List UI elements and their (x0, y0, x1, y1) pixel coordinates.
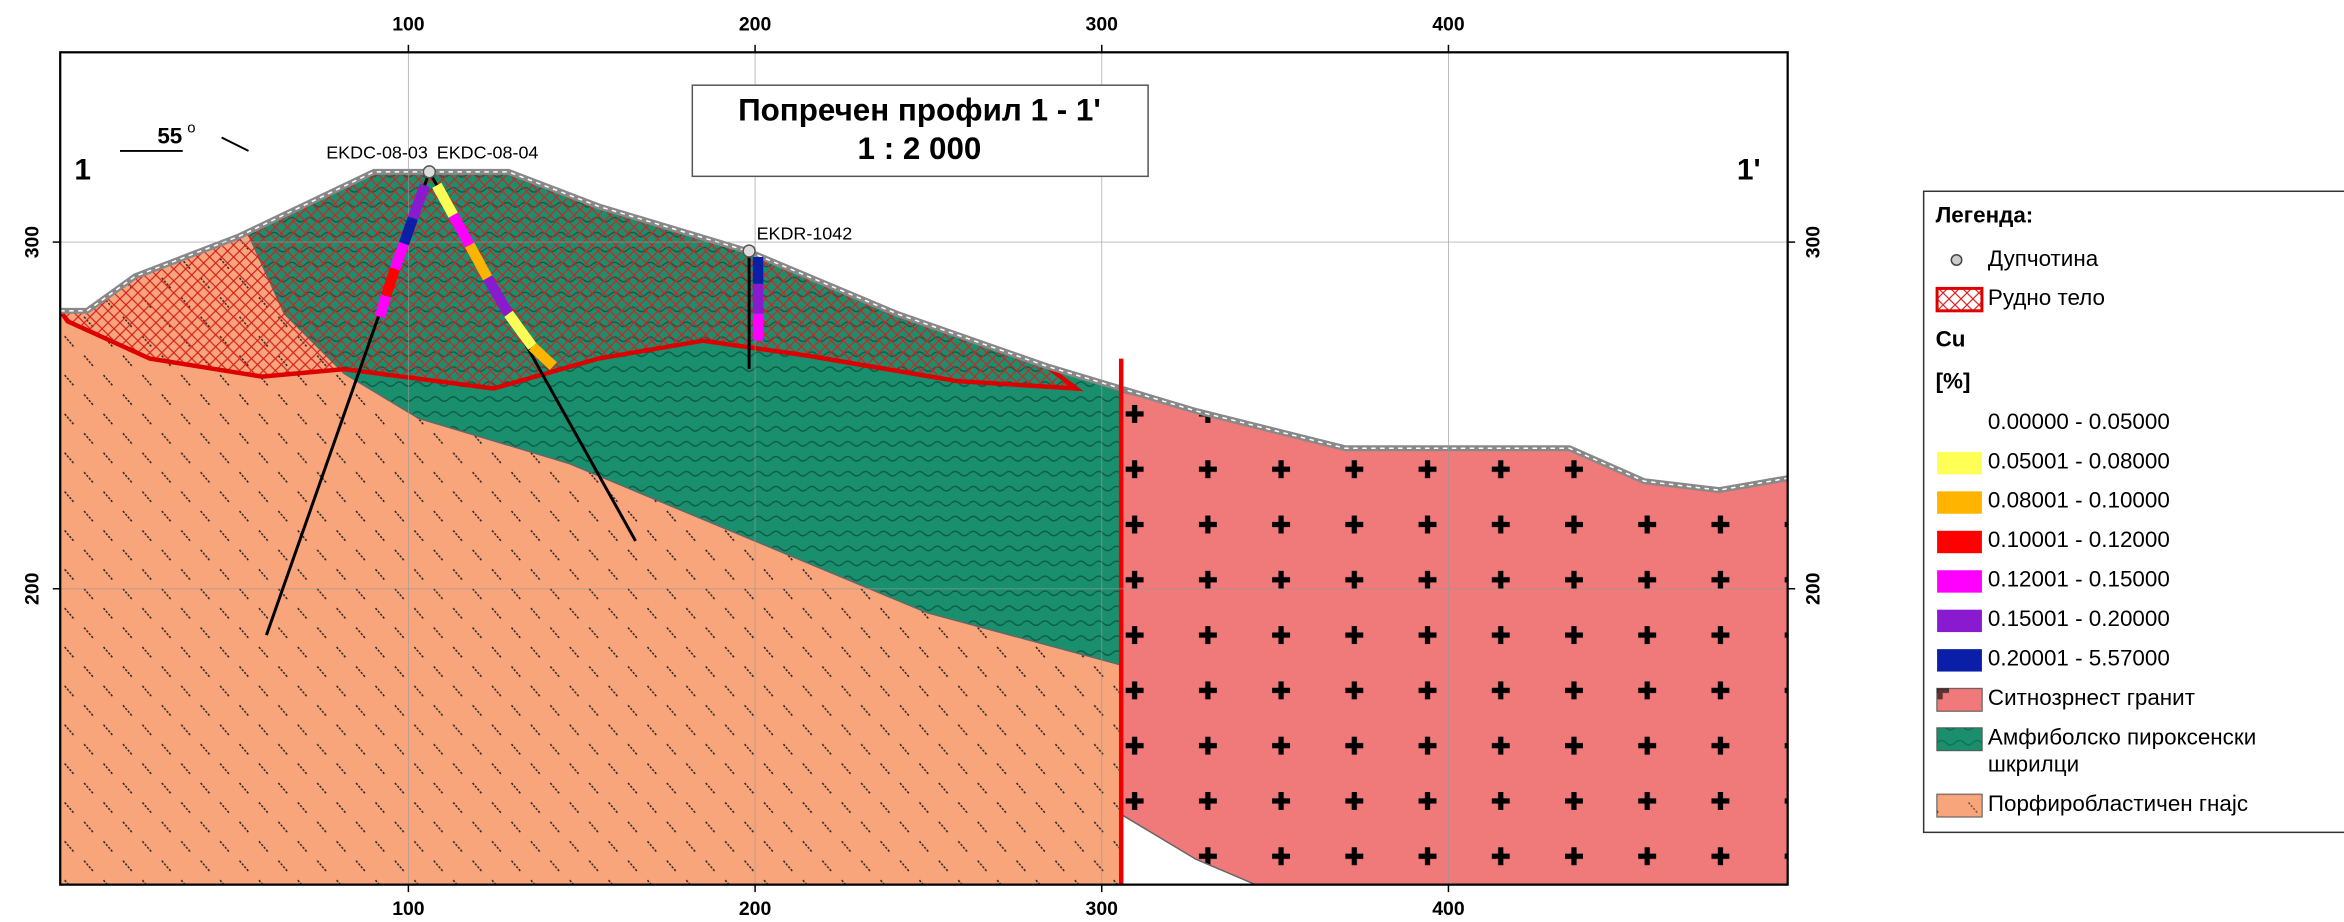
legend-title: Легенда: (1936, 203, 2034, 228)
legend-swatch-pattern (1937, 728, 1982, 750)
legend-heading: [%] (1936, 368, 1971, 393)
drillhole-label: EKDC-08-03 (326, 143, 428, 163)
drillhole-label: EKDC-08-04 (437, 143, 539, 163)
legend-label: Дупчотина (1988, 246, 2099, 271)
legend-swatch (1937, 570, 1982, 592)
geology (60, 172, 1787, 885)
legend-label: 0.08001 - 0.10000 (1988, 488, 2170, 513)
x-tick-label: 400 (1432, 898, 1464, 920)
x-tick-label: 400 (1432, 14, 1464, 36)
dip-unit: o (187, 119, 195, 136)
title: Попречен профил 1 - 1' (738, 92, 1101, 127)
x-tick-label: 100 (392, 14, 424, 36)
legend-label: 0.05001 - 0.08000 (1988, 448, 2170, 473)
x-tick-label: 300 (1086, 14, 1118, 36)
section-start: 1 (74, 154, 91, 187)
legend-heading: Cu (1936, 327, 1966, 352)
legend-label: 0.10001 - 0.12000 (1988, 527, 2170, 552)
legend-label: Рудно тело (1988, 285, 2105, 310)
drillhole-label: EKDR-1042 (757, 223, 853, 243)
section-end: 1' (1737, 154, 1761, 187)
y-tick-label: 300 (1803, 226, 1825, 258)
collar (743, 245, 755, 257)
x-tick-label: 100 (392, 898, 424, 920)
legend: Легенда: Дупчотина Рудно тело Cu [%] 0.00000 … (1924, 191, 2344, 832)
legend-swatch (1951, 255, 1961, 265)
x-tick-label: 200 (739, 14, 771, 36)
legend-label: 0.12001 - 0.15000 (1988, 567, 2170, 592)
legend-swatch (1937, 288, 1982, 310)
scale: 1 : 2 000 (858, 131, 982, 166)
legend-swatch (1937, 452, 1982, 474)
legend-label: Порфиробластичен гнајс (1988, 791, 2248, 816)
legend-swatch (1937, 649, 1982, 671)
dip: 55 (157, 123, 182, 148)
x-tick-label: 300 (1086, 898, 1118, 920)
y-tick-label: 200 (21, 573, 43, 605)
legend-swatch-pattern (1937, 689, 1982, 711)
cross-section: EKDC-08-03 EKDC-08-04 EKDR-1042 Попречен… (0, 0, 2344, 922)
legend-swatch (1937, 491, 1982, 513)
legend-swatch (1937, 610, 1982, 632)
collar (423, 166, 435, 178)
y-tick-label: 200 (1803, 573, 1825, 605)
x-tick-label: 200 (739, 898, 771, 920)
legend-label: 0.00000 - 0.05000 (1988, 409, 2170, 434)
granite (1121, 392, 1787, 885)
legend-label: 0.15001 - 0.20000 (1988, 606, 2170, 631)
legend-swatch-pattern (1937, 794, 1982, 816)
legend-label: Амфиболско пироксенски (1988, 724, 2256, 749)
legend-label: Ситнозрнест гранит (1988, 685, 2195, 710)
legend-label: шкрилци (1988, 751, 2079, 776)
legend-swatch (1937, 412, 1982, 434)
dip-symbol (120, 137, 249, 150)
y-tick-label: 300 (21, 226, 43, 258)
legend-label: 0.20001 - 5.57000 (1988, 646, 2170, 671)
ore-body (60, 172, 1076, 389)
legend-swatch (1937, 531, 1982, 553)
